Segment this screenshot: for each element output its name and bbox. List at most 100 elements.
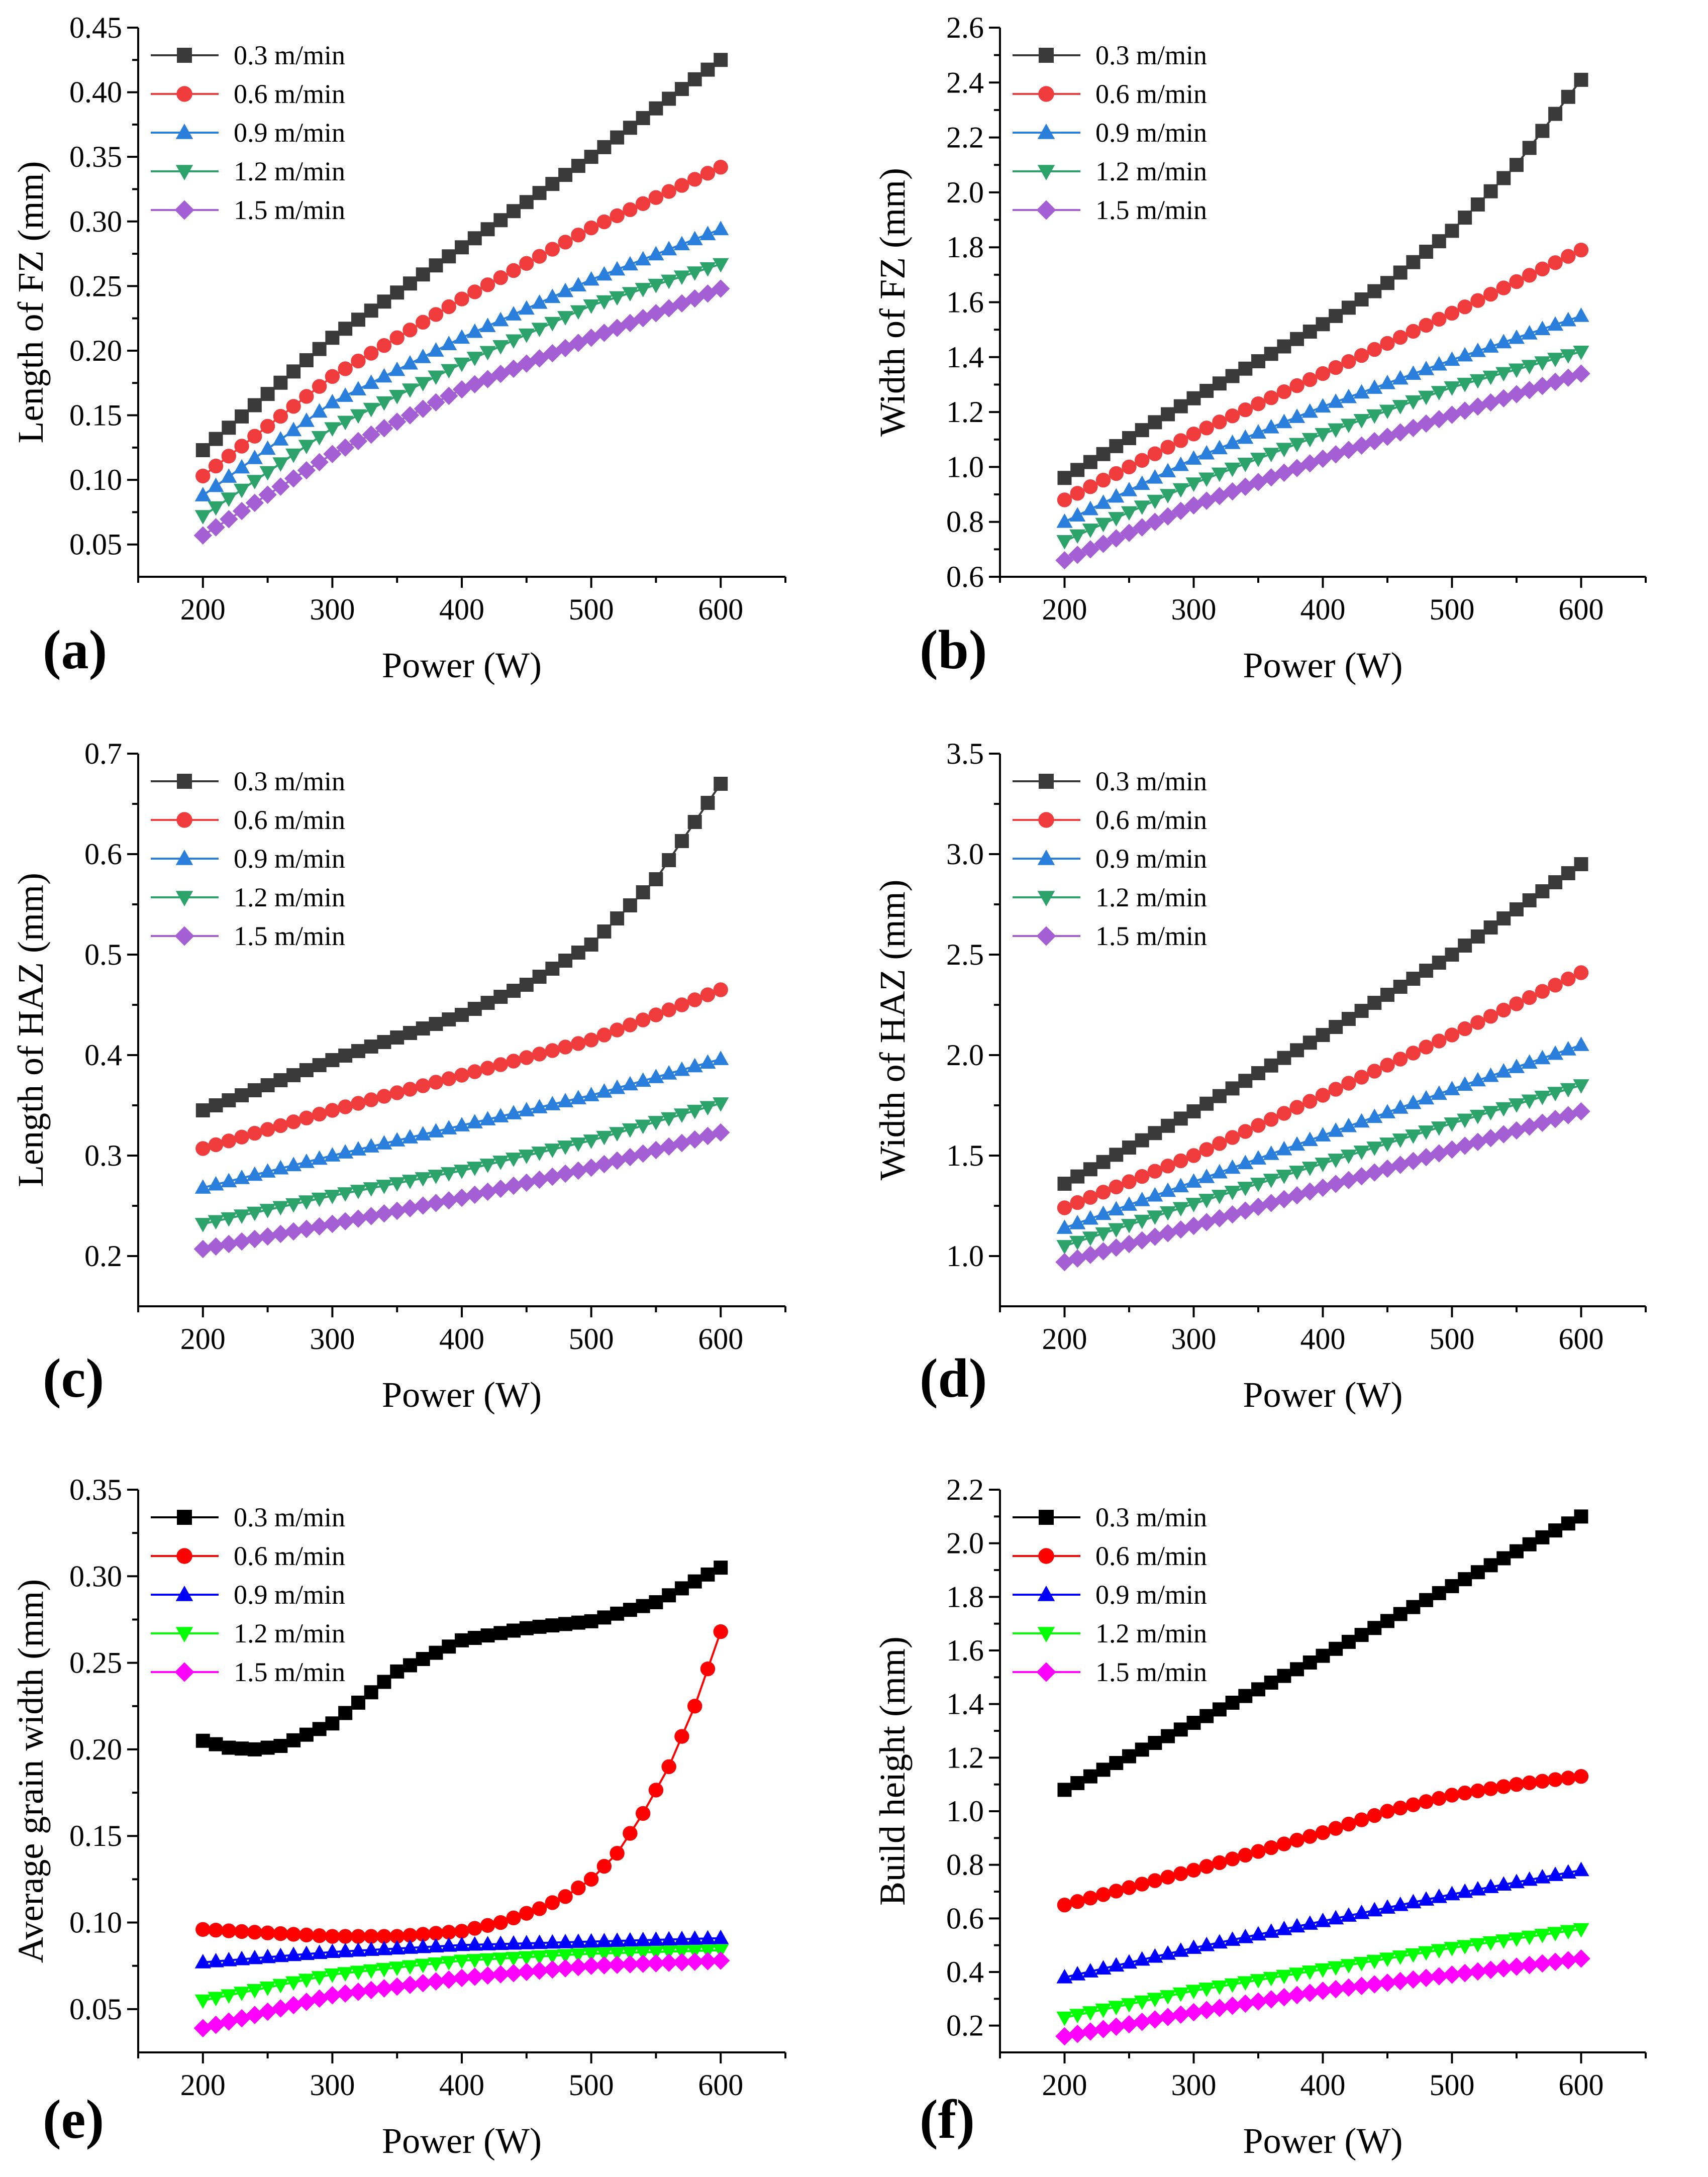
x-axis-title: Power (W) xyxy=(1243,2121,1403,2161)
data-point xyxy=(1456,1963,1474,1983)
data-point xyxy=(531,1934,548,1949)
data-point xyxy=(712,279,730,298)
data-point xyxy=(285,1157,302,1172)
data-point xyxy=(582,1158,600,1177)
y-tick-label: 0.35 xyxy=(69,1473,122,1506)
data-point xyxy=(1158,2008,1177,2026)
data-point xyxy=(209,432,223,446)
data-point xyxy=(635,1931,651,1946)
data-point xyxy=(1133,518,1151,537)
data-point xyxy=(403,1026,417,1040)
data-point xyxy=(377,294,391,309)
legend-marker xyxy=(1036,926,1056,946)
data-point xyxy=(222,1093,236,1107)
legend-label: 1.5 m/min xyxy=(234,195,345,225)
data-point xyxy=(364,1040,378,1054)
data-point xyxy=(1380,1058,1395,1073)
data-point xyxy=(673,270,690,285)
data-point xyxy=(1561,1516,1575,1531)
y-tick-label: 2.4 xyxy=(946,66,984,99)
data-point xyxy=(1146,512,1164,531)
data-point xyxy=(233,1987,250,2001)
data-point xyxy=(364,1685,378,1700)
y-tick-label: 1.4 xyxy=(946,341,984,374)
data-point xyxy=(416,267,430,282)
data-point xyxy=(415,1938,431,1953)
data-point xyxy=(1470,1015,1485,1030)
data-point xyxy=(1418,1891,1435,1906)
data-point xyxy=(284,1222,303,1241)
data-point xyxy=(1302,1829,1318,1844)
data-point xyxy=(429,1017,443,1031)
data-point xyxy=(687,72,702,86)
data-point xyxy=(1419,244,1434,259)
data-point xyxy=(1561,971,1576,987)
data-point xyxy=(1494,1959,1513,1978)
panel-a: 200 300 400 500 600 0.05 0.10 0.15 0.20 0.25 0.30 0… xyxy=(11,11,786,685)
data-point xyxy=(506,263,521,278)
data-point xyxy=(1535,1774,1550,1789)
data-point xyxy=(595,1155,614,1174)
data-point xyxy=(299,353,314,367)
data-point xyxy=(1510,158,1524,172)
data-point xyxy=(1160,1206,1176,1221)
x-tick-label: 400 xyxy=(439,1322,484,1356)
data-point xyxy=(1353,384,1370,399)
data-point xyxy=(415,349,431,363)
data-point xyxy=(1315,1825,1331,1840)
data-point xyxy=(672,1133,691,1153)
data-point xyxy=(338,322,353,336)
data-point xyxy=(453,1954,470,1969)
data-point xyxy=(1559,1951,1577,1969)
data-point xyxy=(609,1079,626,1094)
y-tick-label: 0.35 xyxy=(69,140,122,173)
data-point xyxy=(389,1177,406,1192)
data-point xyxy=(621,1148,640,1167)
data-point xyxy=(1082,1210,1098,1225)
data-point xyxy=(1573,1861,1589,1877)
data-point xyxy=(1392,400,1409,414)
data-point xyxy=(1316,317,1330,332)
legend-label: 0.3 m/min xyxy=(234,1502,345,1532)
x-tick-label: 600 xyxy=(1559,1322,1604,1356)
data-point xyxy=(1225,1130,1240,1145)
data-point xyxy=(1250,1178,1267,1192)
data-point xyxy=(699,262,716,277)
data-point xyxy=(235,1088,249,1102)
data-point xyxy=(1147,1948,1163,1963)
data-point xyxy=(1508,363,1525,378)
data-point xyxy=(505,1153,522,1167)
data-point xyxy=(311,431,328,446)
data-point xyxy=(1495,1876,1512,1891)
data-point xyxy=(403,1928,418,1943)
legend-marker xyxy=(1038,86,1054,102)
x-tick-label: 300 xyxy=(310,2068,355,2102)
data-point xyxy=(1133,1231,1151,1250)
data-point xyxy=(1457,1786,1472,1801)
data-point xyxy=(1148,1736,1162,1750)
data-point xyxy=(635,1806,651,1821)
data-point xyxy=(208,1176,224,1191)
data-point xyxy=(1264,1840,1279,1855)
data-point xyxy=(608,1151,627,1170)
data-point xyxy=(350,1965,367,1981)
data-point xyxy=(674,1581,689,1596)
data-point xyxy=(1302,324,1317,339)
data-point xyxy=(234,439,249,454)
data-point xyxy=(403,276,417,291)
data-point xyxy=(1083,1769,1097,1784)
data-point xyxy=(491,365,510,383)
data-point xyxy=(478,370,497,388)
data-point xyxy=(1249,473,1268,491)
data-point xyxy=(440,1971,458,1989)
data-point xyxy=(416,1652,430,1667)
data-point xyxy=(272,1160,289,1175)
data-point xyxy=(1432,1033,1447,1049)
data-point xyxy=(1561,866,1575,880)
data-point xyxy=(1237,1155,1254,1170)
legend-marker xyxy=(1038,1548,1054,1564)
data-point xyxy=(480,222,495,237)
data-point xyxy=(1094,2020,1113,2038)
data-point xyxy=(636,885,650,899)
data-point xyxy=(1445,1579,1459,1593)
